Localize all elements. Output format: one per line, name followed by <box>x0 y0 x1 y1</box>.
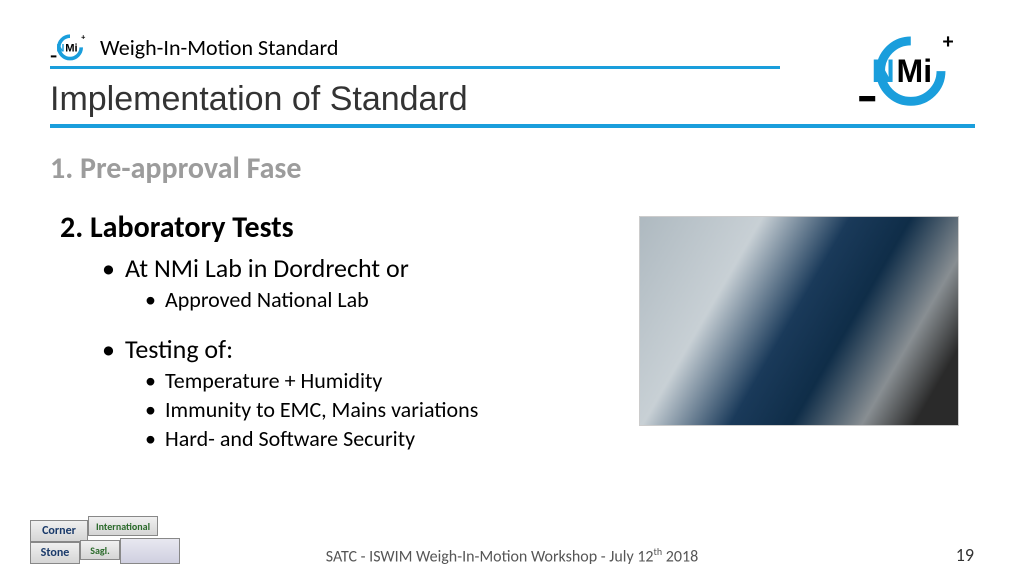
cs-stone: Stone <box>30 542 80 564</box>
cs-sagl: Sagl. <box>80 540 120 560</box>
header-divider <box>50 66 780 69</box>
logo-plus: + <box>943 32 954 54</box>
content-area: 1. Pre-approval Fase 2. Laboratory Tests… <box>50 150 630 454</box>
page-number: 19 <box>956 544 974 566</box>
cs-blank <box>120 538 180 564</box>
sub-item-a: At NMi Lab in Dordrecht or <box>50 252 630 284</box>
footer-text-post: 2018 <box>662 547 698 566</box>
title-divider <box>50 124 975 128</box>
nmi-logo-small: N Mi + <box>50 32 90 62</box>
sub-item-a1: Approved National Lab <box>50 286 630 313</box>
logo-n: N <box>872 53 895 89</box>
svg-text:+: + <box>81 32 85 42</box>
logo-minus <box>859 96 875 101</box>
footer-text: SATC - ISWIM Weigh-In-Motion Workshop - … <box>326 545 698 566</box>
sub-item-b: Testing of: <box>50 333 630 365</box>
lab-photo <box>639 216 959 426</box>
header-subtitle: Weigh-In-Motion Standard <box>100 34 338 61</box>
cornerstone-logo: Corner International Stone Sagl. <box>30 516 190 566</box>
footer-text-pre: SATC - ISWIM Weigh-In-Motion Workshop - … <box>326 547 654 566</box>
svg-text:Mi: Mi <box>65 42 77 54</box>
sub-item-b1: Temperature + Humidity <box>50 367 630 394</box>
svg-text:N: N <box>56 42 64 54</box>
header-bar: N Mi + Weigh-In-Motion Standard <box>50 32 974 62</box>
page-title: Implementation of Standard <box>50 80 468 119</box>
cs-intl: International <box>88 516 158 536</box>
list-item-2: 2. Laboratory Tests <box>50 209 630 246</box>
sub-item-b2: Immunity to EMC, Mains variations <box>50 396 630 423</box>
sub-item-b3: Hard- and Software Security <box>50 425 630 452</box>
logo-mi: Mi <box>897 53 933 89</box>
list-item-1: 1. Pre-approval Fase <box>50 150 630 187</box>
nmi-logo-large: N Mi + <box>854 32 964 112</box>
cs-corner: Corner <box>30 520 88 542</box>
